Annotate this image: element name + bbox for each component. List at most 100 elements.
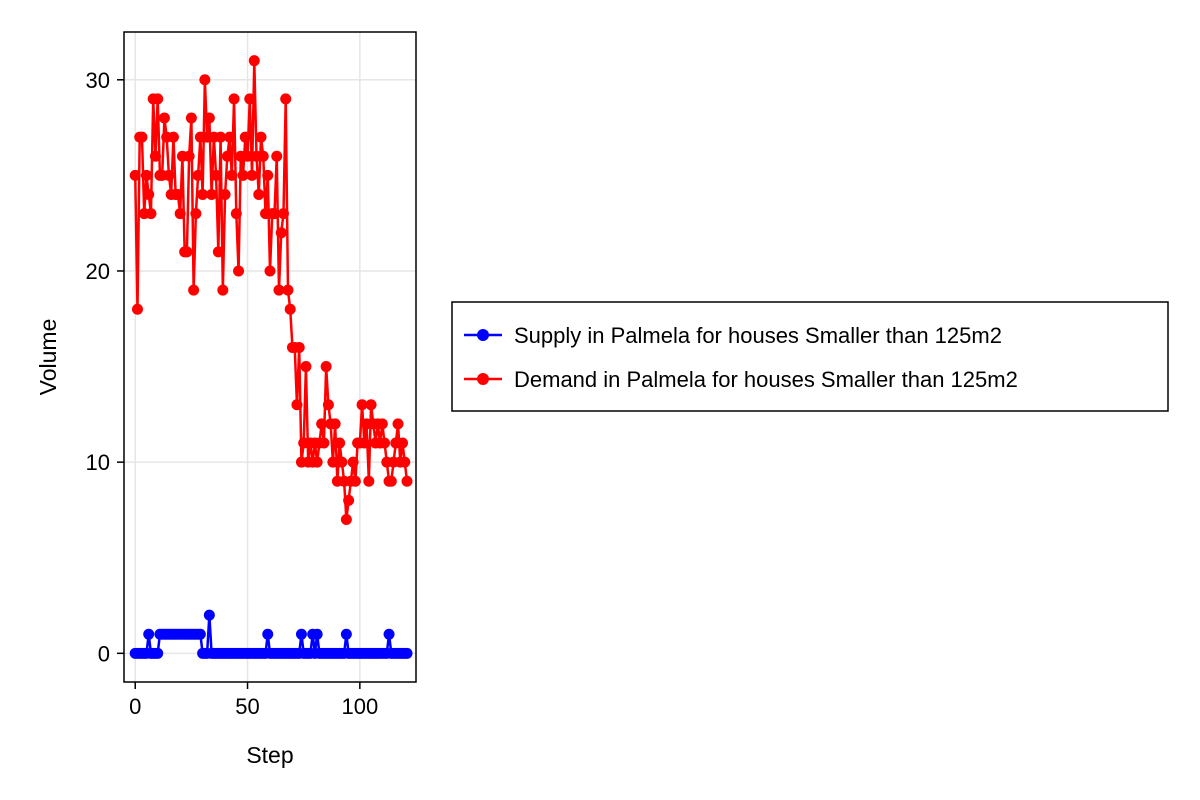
data-point	[363, 475, 375, 487]
data-point	[242, 150, 254, 162]
data-point	[163, 169, 175, 181]
data-point	[192, 169, 204, 181]
data-point	[385, 475, 397, 487]
data-point	[230, 208, 242, 220]
data-point	[300, 361, 312, 373]
data-point	[383, 628, 395, 640]
plot-frame	[123, 31, 417, 683]
y-tick-label: 10	[86, 450, 110, 475]
y-tick-label: 30	[86, 68, 110, 93]
data-point	[280, 93, 292, 105]
data-point	[199, 74, 211, 86]
data-point	[356, 399, 368, 411]
data-point	[203, 112, 215, 124]
data-point	[183, 150, 195, 162]
data-point	[397, 437, 409, 449]
data-point	[206, 189, 218, 200]
data-point	[320, 361, 332, 373]
data-point	[399, 456, 411, 468]
data-point	[262, 169, 274, 181]
legend-box	[451, 301, 1169, 412]
data-point	[268, 208, 280, 220]
data-point	[262, 628, 274, 640]
data-point	[392, 418, 404, 430]
axis-ticks: 0 50 100 0 10 20 30	[86, 68, 379, 719]
data-point	[140, 169, 152, 181]
data-point	[145, 208, 157, 220]
data-point	[248, 55, 260, 67]
data-point	[340, 628, 352, 640]
data-point	[167, 131, 179, 143]
data-point	[257, 150, 269, 162]
series-layer	[129, 55, 413, 659]
data-point	[316, 418, 328, 430]
data-point	[158, 112, 170, 124]
x-tick-label: 50	[235, 694, 259, 719]
legend-label-demand: Demand in Palmela for houses Smaller tha…	[514, 367, 1018, 392]
data-point	[228, 93, 240, 105]
data-point	[203, 609, 215, 621]
y-tick-label: 0	[98, 641, 110, 666]
data-point	[152, 647, 164, 659]
data-point	[311, 456, 323, 468]
data-point	[129, 169, 141, 181]
data-point	[311, 628, 323, 640]
series-demand	[129, 55, 413, 525]
data-point	[365, 399, 377, 411]
data-point	[322, 399, 334, 411]
data-point	[318, 437, 330, 449]
data-point	[143, 628, 155, 640]
legend: Supply in Palmela for houses Smaller tha…	[451, 301, 1169, 412]
data-point	[401, 475, 413, 487]
x-tick-label: 100	[341, 694, 378, 719]
data-point	[358, 437, 370, 449]
data-point	[401, 647, 413, 659]
data-point	[226, 169, 238, 181]
data-point	[149, 150, 161, 162]
data-point	[340, 514, 352, 525]
data-point	[194, 628, 206, 640]
data-point	[264, 265, 276, 277]
series-line	[133, 59, 409, 521]
data-point	[244, 93, 256, 105]
legend-label-supply: Supply in Palmela for houses Smaller tha…	[514, 323, 1002, 348]
data-point	[284, 303, 296, 315]
data-point	[277, 208, 289, 220]
data-point	[327, 456, 339, 468]
data-point	[334, 437, 346, 449]
data-point	[329, 418, 341, 430]
legend-marker-demand	[477, 373, 489, 385]
data-point	[295, 628, 307, 640]
data-point	[343, 494, 355, 506]
data-point	[185, 112, 197, 124]
data-point	[379, 437, 391, 449]
data-point	[347, 456, 359, 468]
data-point	[136, 131, 148, 143]
data-point	[190, 208, 202, 220]
grid-lines	[124, 32, 416, 682]
data-point	[143, 189, 155, 200]
data-point	[291, 399, 303, 411]
data-point	[210, 169, 222, 181]
data-point	[273, 284, 285, 296]
data-point	[237, 169, 249, 181]
data-point	[271, 150, 283, 162]
data-point	[172, 189, 184, 200]
data-point	[246, 169, 258, 181]
data-point	[336, 456, 348, 468]
data-point	[219, 189, 231, 200]
data-point	[224, 131, 236, 143]
data-point	[239, 131, 251, 143]
data-point	[197, 189, 209, 200]
x-axis-label: Step	[246, 742, 293, 768]
data-point	[282, 284, 294, 296]
y-tick-label: 20	[86, 259, 110, 284]
data-point	[376, 418, 388, 430]
data-point	[253, 189, 265, 200]
data-point	[221, 150, 233, 162]
data-point	[255, 131, 267, 143]
data-point	[181, 246, 193, 258]
series-supply	[129, 609, 413, 659]
